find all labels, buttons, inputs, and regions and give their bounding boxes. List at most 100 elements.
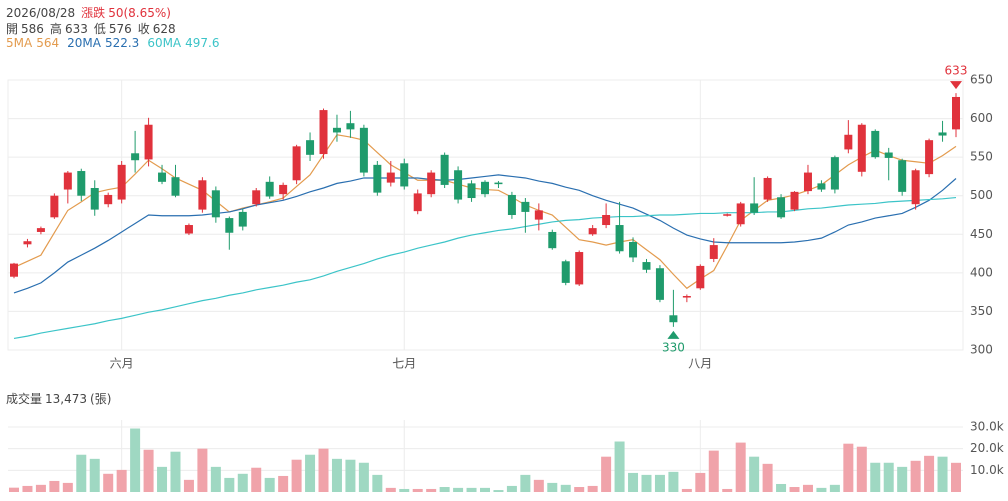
change: 50(8.65%) bbox=[108, 6, 171, 20]
volume-bar bbox=[318, 448, 329, 492]
volume-bar bbox=[130, 428, 141, 492]
candle-body bbox=[117, 164, 126, 200]
ma-line bbox=[13, 134, 957, 290]
candle-body bbox=[911, 170, 920, 205]
volume-bar bbox=[35, 484, 46, 492]
legend-value: 522.3 bbox=[104, 36, 140, 50]
low-label: 低 bbox=[93, 22, 106, 36]
candle-body bbox=[696, 265, 705, 289]
candle-body bbox=[23, 241, 32, 245]
candle-body bbox=[386, 172, 395, 183]
candle-body bbox=[171, 177, 180, 196]
ma-line bbox=[13, 174, 957, 294]
candle-body bbox=[211, 190, 220, 218]
volume-label: 成交量 bbox=[6, 392, 43, 406]
volume-bar bbox=[49, 480, 60, 492]
y-tick-label: 400 bbox=[970, 265, 993, 279]
candle-body bbox=[642, 262, 651, 270]
volume-bar bbox=[237, 473, 248, 492]
candle-body bbox=[319, 110, 328, 155]
volume-bar bbox=[816, 487, 827, 492]
low: 576 bbox=[108, 22, 132, 36]
volume-bar bbox=[506, 485, 517, 492]
y-tick-label: 30.0k bbox=[970, 420, 1004, 434]
volume-bar bbox=[251, 467, 262, 492]
candle-body bbox=[952, 96, 960, 130]
y-tick-label: 20.0k bbox=[970, 441, 1004, 455]
candle-body bbox=[104, 194, 113, 205]
candle-body bbox=[184, 225, 193, 234]
legend-value: 564 bbox=[36, 36, 60, 50]
candle-body bbox=[467, 183, 476, 199]
volume-bar bbox=[789, 487, 800, 492]
legend-name: 5MA bbox=[6, 36, 33, 50]
y-tick-label: 650 bbox=[970, 73, 993, 87]
volume-bar bbox=[358, 462, 369, 492]
high-label: 高 bbox=[49, 22, 62, 36]
volume-bar bbox=[116, 469, 127, 492]
volume-bar bbox=[654, 474, 665, 492]
candle-body bbox=[454, 170, 463, 200]
volume-bar bbox=[76, 454, 87, 492]
volume-bar bbox=[305, 454, 316, 492]
volume-bar bbox=[224, 477, 235, 492]
candle-body bbox=[238, 211, 247, 227]
close-label: 收 bbox=[137, 22, 150, 36]
candle-body bbox=[158, 172, 167, 182]
x-tick-label: 八月 bbox=[688, 357, 712, 371]
candle-body bbox=[723, 214, 732, 216]
candle-body bbox=[615, 225, 624, 252]
candle-body bbox=[871, 130, 880, 158]
candle-body bbox=[427, 172, 436, 195]
volume-bar bbox=[668, 471, 679, 492]
volume-bar bbox=[870, 462, 881, 492]
candle-body bbox=[817, 183, 826, 190]
candle-body bbox=[265, 181, 274, 197]
date: 2026/08/28 bbox=[6, 6, 76, 20]
volume-bar bbox=[695, 472, 706, 492]
volume-bar bbox=[278, 475, 289, 492]
candle-body bbox=[225, 218, 234, 233]
volume-bar bbox=[802, 484, 813, 492]
candle-body bbox=[494, 182, 503, 185]
candle-body bbox=[131, 153, 140, 161]
volume-bar bbox=[197, 448, 208, 492]
volume-bar bbox=[587, 485, 598, 492]
candle-body bbox=[373, 164, 382, 193]
volume-bar bbox=[735, 442, 746, 492]
legend-entry: 20MA 522.3 bbox=[67, 36, 139, 50]
volume-bar bbox=[399, 488, 410, 492]
candle-body bbox=[844, 134, 853, 150]
candle-body bbox=[682, 296, 691, 298]
candle-body bbox=[521, 201, 530, 212]
legend-name: 60MA bbox=[147, 36, 182, 50]
candle-body bbox=[925, 140, 934, 175]
volume-bar bbox=[762, 463, 773, 492]
volume-bar bbox=[910, 460, 921, 492]
candle-body bbox=[10, 263, 18, 277]
legend-entry: 60MA 497.6 bbox=[147, 36, 219, 50]
candle-body bbox=[50, 195, 59, 218]
candle-body bbox=[857, 124, 866, 172]
candle-body bbox=[413, 193, 422, 212]
header-line-1: 2026/08/28 漲跌 50(8.65%) bbox=[6, 4, 177, 21]
volume-bar bbox=[331, 458, 342, 492]
volume-bar bbox=[466, 487, 477, 492]
candle-body bbox=[803, 172, 812, 192]
candle-body bbox=[575, 252, 584, 285]
volume-bar bbox=[937, 456, 948, 492]
candle-body bbox=[736, 203, 745, 225]
volume-bar bbox=[264, 477, 275, 492]
volume-bar bbox=[22, 485, 33, 492]
volume-bar bbox=[601, 456, 612, 492]
open-label: 開 bbox=[6, 22, 19, 36]
volume-bar bbox=[856, 446, 867, 492]
volume-value: 13,473 bbox=[45, 392, 88, 406]
volume-bar bbox=[143, 449, 154, 492]
x-tick-label: 六月 bbox=[110, 357, 134, 371]
volume-bar bbox=[62, 482, 73, 492]
candle-body bbox=[790, 191, 799, 210]
volume-unit: (張) bbox=[90, 392, 112, 406]
legend-entry: 5MA 564 bbox=[6, 36, 59, 50]
